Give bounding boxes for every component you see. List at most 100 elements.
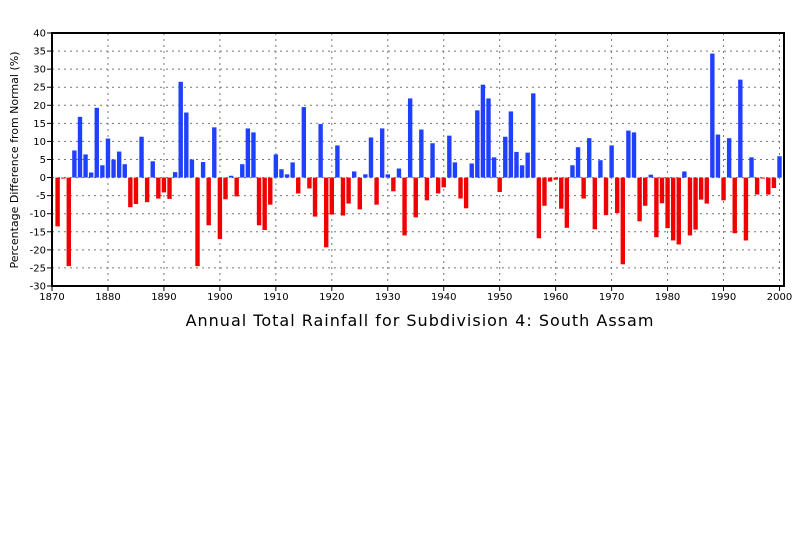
bar-1924 [351, 171, 357, 178]
bar-1877 [88, 172, 94, 178]
bar-1988 [710, 53, 715, 178]
bar-1916 [307, 177, 312, 189]
bar-1875 [77, 116, 83, 178]
x-tick-labels: 1870 1880 1890 1900 1910 1920 1930 1940 1950 1960… [39, 286, 792, 303]
bar-1899 [212, 127, 217, 178]
grid [51, 32, 784, 287]
bar-1907 [256, 177, 262, 226]
bar-1929 [379, 128, 385, 178]
bar-1976 [642, 177, 648, 206]
bar-1968 [598, 160, 603, 178]
bar-1914 [296, 177, 301, 194]
bars [55, 53, 782, 267]
bar-1908 [262, 177, 267, 230]
bar-1999 [771, 177, 777, 189]
bar-1944 [463, 177, 469, 209]
bar-1943 [458, 177, 463, 199]
bar-1998 [766, 177, 771, 195]
bar-1981 [670, 177, 676, 241]
x-tick-label: 1910 [263, 292, 288, 303]
bar-1931 [391, 177, 396, 192]
bar-1892 [172, 172, 178, 178]
bar-1895 [189, 159, 195, 178]
bar-1996 [754, 177, 760, 195]
bar-1913 [290, 162, 295, 178]
bar-1977 [648, 174, 653, 178]
bar-1989 [715, 134, 721, 178]
x-tick-label: 1980 [655, 292, 680, 303]
bar-1926 [363, 174, 368, 178]
y-tick-label: 40 [33, 29, 46, 40]
x-tick-label: 1960 [543, 292, 568, 303]
bar-1871 [55, 177, 60, 227]
bar-1903 [234, 177, 239, 197]
bar-1881 [111, 159, 116, 178]
bar-1878 [94, 107, 99, 178]
bar-1930 [385, 174, 390, 178]
bar-1950 [497, 177, 502, 193]
bar-1906 [251, 132, 256, 178]
y-tick-label: 15 [33, 119, 46, 130]
y-tick-label: -5 [36, 191, 46, 202]
bar-1920 [329, 177, 335, 215]
bar-1883 [122, 164, 127, 178]
bar-1898 [206, 177, 211, 226]
bar-1965 [581, 177, 586, 199]
bar-1886 [139, 136, 144, 178]
bar-1910 [273, 154, 279, 178]
bar-1882 [116, 151, 122, 178]
bar-1964 [575, 147, 581, 178]
bar-1993 [738, 79, 743, 178]
x-tick-label: 1990 [711, 292, 736, 303]
bar-1900 [217, 177, 223, 240]
bar-1980 [665, 177, 670, 229]
bar-1937 [424, 177, 430, 201]
bar-1874 [72, 150, 77, 178]
bar-1897 [200, 162, 206, 178]
bar-1946 [475, 110, 480, 178]
bar-1893 [178, 81, 183, 178]
x-tick-label: 1950 [487, 292, 512, 303]
bar-1923 [346, 177, 351, 204]
bar-1941 [447, 135, 452, 178]
x-tick-label: 1930 [375, 292, 400, 303]
bar-1967 [592, 177, 598, 230]
x-tick-label: 2000 [767, 292, 792, 303]
bar-2000 [777, 156, 782, 178]
bar-1890 [161, 177, 167, 193]
bar-1909 [268, 177, 273, 205]
bar-1979 [659, 177, 665, 204]
bar-1936 [419, 129, 424, 178]
bar-1954 [519, 165, 525, 178]
bar-1948 [486, 98, 491, 178]
bar-1962 [564, 177, 570, 228]
bar-1955 [525, 152, 530, 178]
y-tick-label: -25 [30, 263, 46, 274]
y-tick-label: 0 [40, 173, 46, 184]
y-tick-label: -20 [30, 245, 46, 256]
y-tick-label: 5 [40, 155, 46, 166]
bar-1928 [374, 177, 379, 205]
x-tick-label: 1940 [431, 292, 456, 303]
bar-1982 [676, 177, 681, 245]
bar-1885 [133, 177, 139, 204]
bar-1889 [156, 177, 161, 199]
y-tick-labels: -30 -25 -20 -15 -10 -5 0 5 10 15 20 25 30 35 40 [30, 29, 52, 293]
bar-1958 [542, 177, 547, 206]
bar-1971 [615, 177, 620, 213]
bar-1935 [413, 177, 418, 218]
x-tick-label: 1870 [39, 292, 64, 303]
bar-1905 [245, 128, 251, 178]
bar-1957 [536, 177, 542, 239]
x-tick-label: 1970 [599, 292, 624, 303]
bar-1970 [609, 145, 614, 178]
bar-1949 [491, 157, 497, 178]
bar-1938 [430, 143, 435, 178]
x-tick-label: 1920 [319, 292, 344, 303]
bar-1915 [301, 107, 307, 178]
bar-1921 [335, 145, 340, 178]
x-tick-label: 1900 [207, 292, 232, 303]
bar-1959 [547, 177, 553, 182]
bar-1904 [240, 164, 245, 178]
bar-1932 [396, 168, 402, 178]
